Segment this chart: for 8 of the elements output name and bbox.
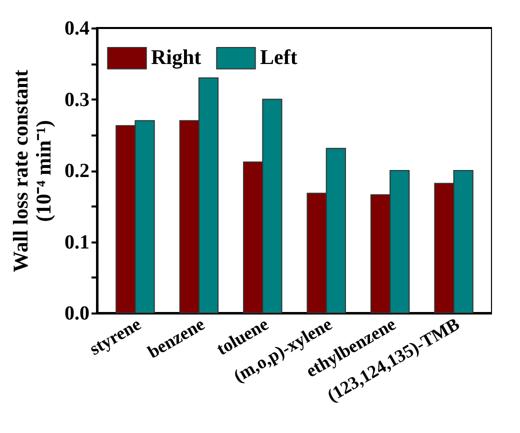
y-tick-label: 0.1: [64, 231, 90, 254]
y-tick-label: 0.4: [64, 18, 90, 40]
legend-label: Left: [260, 45, 298, 70]
y-tick-label: 0.3: [64, 88, 90, 111]
legend-label: Right: [151, 45, 202, 70]
y-axis-title: Wall loss rate constant (10⁻⁴ min⁻¹): [8, 70, 56, 272]
y-tick-label: 0.2: [64, 160, 90, 182]
y-tick-label: 0.0: [64, 302, 90, 324]
